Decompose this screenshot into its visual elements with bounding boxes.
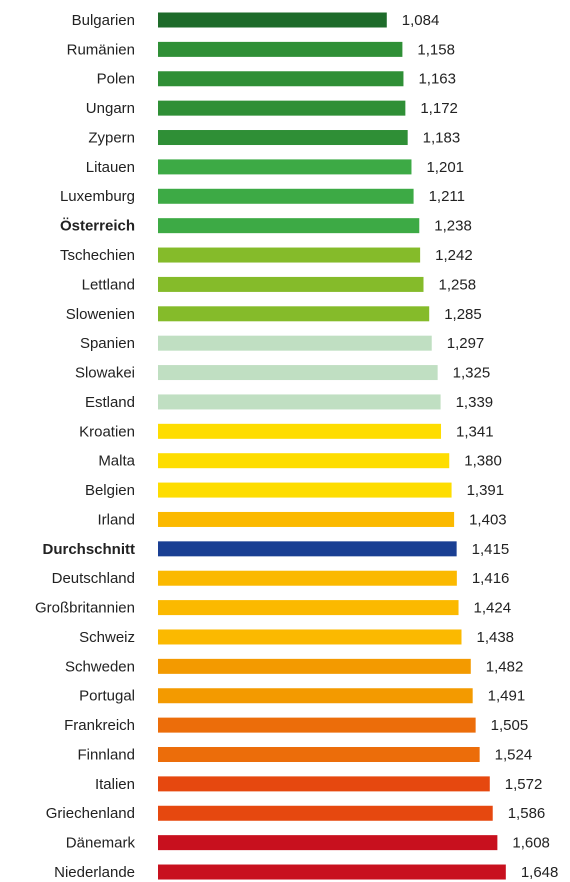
value-label: 1,183	[423, 129, 461, 146]
category-label: Portugal	[79, 688, 135, 705]
bar	[158, 629, 462, 645]
bar	[158, 570, 457, 586]
value-label: 1,491	[488, 688, 526, 705]
value-label: 1,258	[439, 276, 477, 293]
bar	[158, 835, 498, 851]
bar	[158, 335, 432, 351]
category-label: Großbritannien	[35, 600, 135, 617]
bar	[158, 100, 406, 116]
category-label: Deutschland	[52, 570, 135, 587]
bar	[158, 188, 414, 204]
category-label: Belgien	[85, 482, 135, 499]
bar	[158, 365, 438, 381]
category-label: Litauen	[86, 159, 135, 176]
category-label: Kroatien	[79, 423, 135, 440]
bar	[158, 747, 480, 762]
bar	[158, 776, 490, 792]
category-label: Italien	[95, 776, 135, 793]
value-label: 1,524	[495, 746, 533, 763]
category-label: Irland	[97, 511, 135, 528]
value-label: 1,238	[434, 218, 472, 235]
category-label: Slowakei	[75, 365, 135, 382]
category-label: Tschechien	[60, 247, 135, 264]
value-label: 1,403	[469, 511, 507, 528]
bar	[158, 130, 408, 146]
value-label: 1,648	[521, 864, 559, 881]
bar	[158, 658, 471, 674]
bar	[158, 159, 412, 175]
bar	[158, 276, 424, 292]
value-label: 1,285	[444, 306, 482, 323]
category-label: Niederlande	[54, 864, 135, 881]
category-label: Luxemburg	[60, 188, 135, 205]
bar	[158, 864, 506, 880]
category-label: Griechenland	[46, 805, 135, 822]
category-label: Spanien	[80, 335, 135, 352]
bar	[158, 453, 450, 469]
bar	[158, 600, 459, 616]
value-label: 1,084	[402, 12, 440, 29]
value-label: 1,172	[420, 100, 458, 117]
category-label: Dänemark	[66, 835, 136, 852]
value-label: 1,424	[474, 600, 512, 617]
value-label: 1,391	[467, 482, 505, 499]
category-label: Schweden	[65, 658, 135, 675]
category-label: Slowenien	[66, 306, 135, 323]
bar	[158, 218, 420, 234]
value-label: 1,608	[512, 835, 550, 852]
value-label: 1,380	[464, 453, 502, 470]
category-label: Lettland	[82, 276, 135, 293]
bar	[158, 41, 403, 57]
category-label: Frankreich	[64, 717, 135, 734]
value-label: 1,586	[508, 805, 546, 822]
bar	[158, 12, 387, 28]
category-label: Bulgarien	[72, 12, 135, 29]
value-label: 1,163	[418, 71, 456, 88]
value-label: 1,325	[453, 365, 491, 382]
value-label: 1,201	[426, 159, 464, 176]
value-label: 1,438	[476, 629, 514, 646]
value-label: 1,297	[447, 335, 485, 352]
value-label: 1,482	[486, 658, 524, 675]
value-label: 1,242	[435, 247, 473, 264]
category-label: Zypern	[88, 129, 135, 146]
bar	[158, 688, 473, 704]
value-label: 1,415	[472, 541, 510, 558]
bar	[158, 805, 493, 821]
bar	[158, 71, 404, 87]
category-label: Polen	[97, 71, 135, 88]
value-label: 1,211	[429, 188, 465, 205]
bar	[158, 247, 421, 263]
category-label: Finnland	[77, 746, 135, 763]
value-label: 1,341	[456, 423, 494, 440]
bar	[158, 482, 452, 498]
value-label: 1,339	[456, 394, 494, 411]
category-label: Ungarn	[86, 100, 135, 117]
bar	[158, 511, 455, 527]
value-label: 1,158	[417, 41, 455, 58]
bar	[158, 717, 476, 733]
category-label: Malta	[98, 453, 135, 470]
bar	[158, 423, 442, 439]
bar	[158, 306, 430, 322]
category-label: Österreich	[60, 218, 135, 235]
category-label: Durchschnitt	[42, 541, 135, 558]
bar	[158, 541, 457, 557]
category-label: Schweiz	[79, 629, 135, 646]
bar	[158, 394, 441, 410]
category-label: Estland	[85, 394, 135, 411]
category-label: Rumänien	[67, 41, 135, 58]
value-label: 1,416	[472, 570, 510, 587]
value-label: 1,572	[505, 776, 543, 793]
value-label: 1,505	[491, 717, 529, 734]
